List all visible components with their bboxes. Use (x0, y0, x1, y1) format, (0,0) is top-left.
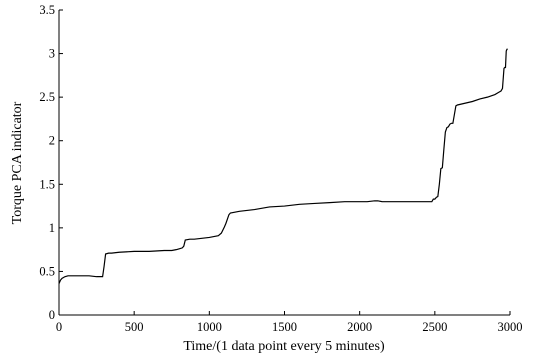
x-tick-label: 1000 (197, 320, 222, 334)
x-tick-label: 3000 (498, 320, 523, 334)
x-tick-label: 2000 (347, 320, 372, 334)
y-tick-label: 2.5 (39, 90, 55, 104)
y-ticks: 0 0.5 1 1.5 2 2.5 3 3.5 (39, 3, 63, 322)
y-tick-label: 3 (49, 47, 55, 61)
series-line (58, 48, 508, 284)
y-tick-label: 2 (49, 134, 55, 148)
y-tick-label: 0 (49, 308, 55, 322)
y-tick-label: 3.5 (39, 3, 55, 17)
x-tick-label: 1500 (272, 320, 297, 334)
x-tick-label: 500 (125, 320, 144, 334)
y-axis-title: Torque PCA indicator (10, 101, 25, 224)
x-tick-label: 0 (56, 320, 62, 334)
y-tick-label: 1.5 (39, 177, 55, 191)
x-axis-title: Time/(1 data point every 5 minutes) (183, 339, 385, 354)
x-ticks: 0 500 1000 1500 2000 2500 3000 (56, 311, 523, 334)
x-tick-label: 2500 (422, 320, 447, 334)
y-tick-label: 1 (49, 221, 55, 235)
y-tick-label: 0.5 (39, 264, 55, 278)
